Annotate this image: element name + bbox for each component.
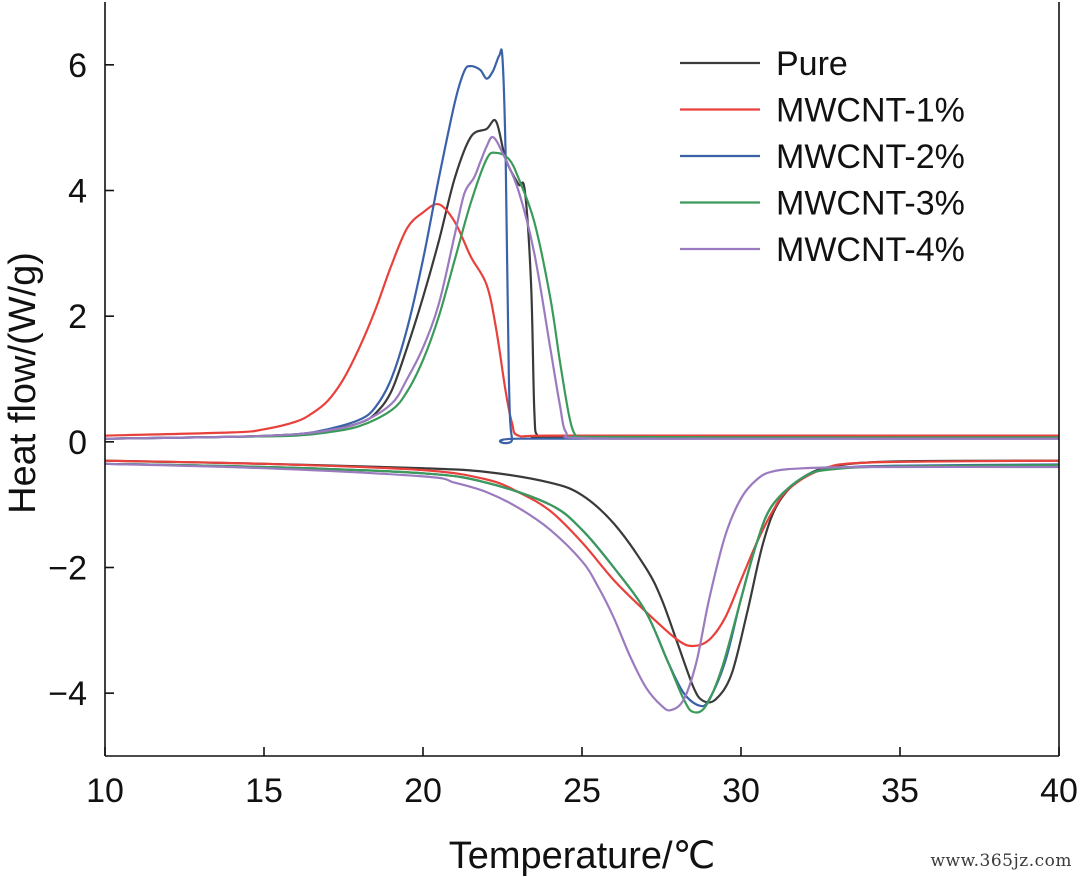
- x-tick-label: 10: [86, 772, 124, 810]
- y-tick-label: 6: [68, 47, 87, 85]
- series-5-endotherm-line: [104, 462, 1060, 712]
- y-tick-label: 2: [68, 298, 87, 336]
- legend-label-series-1: Pure: [776, 45, 848, 83]
- legend: Pure MWCNT-1% MWCNT-2% MWCNT-3% MWCNT-4%: [680, 45, 965, 269]
- y-tick-label: −4: [48, 675, 87, 713]
- legend-label-series-3: MWCNT-2%: [776, 138, 965, 176]
- x-tick-label: 40: [1040, 772, 1078, 810]
- curves-layer: [104, 48, 1060, 714]
- series-5-exotherm-line: [104, 135, 1060, 440]
- legend-label-series-4: MWCNT-3%: [776, 185, 965, 223]
- x-tick-label: 35: [881, 772, 919, 810]
- y-axis-title: Heat flow/(W/g): [2, 252, 44, 514]
- legend-label-series-2: MWCNT-1%: [776, 92, 965, 130]
- y-tick-label: 0: [68, 424, 87, 462]
- x-tick-label: 30: [722, 772, 760, 810]
- series-4-endotherm-line: [104, 462, 1060, 714]
- series-3-exotherm-line: [104, 48, 1059, 445]
- y-tick-label: −2: [48, 550, 87, 588]
- legend-label-series-5: MWCNT-4%: [776, 231, 965, 269]
- ticks-layer: 10 15 20 25 30 35 40 −4 −2 0 2 4 6: [48, 47, 1078, 810]
- y-tick-label: 4: [68, 173, 87, 211]
- x-tick-label: 20: [404, 772, 442, 810]
- x-axis-title: Temperature/℃: [449, 835, 716, 877]
- x-tick-label: 15: [245, 772, 283, 810]
- watermark-text: www.365jz.com: [930, 851, 1072, 871]
- x-tick-label: 25: [563, 772, 601, 810]
